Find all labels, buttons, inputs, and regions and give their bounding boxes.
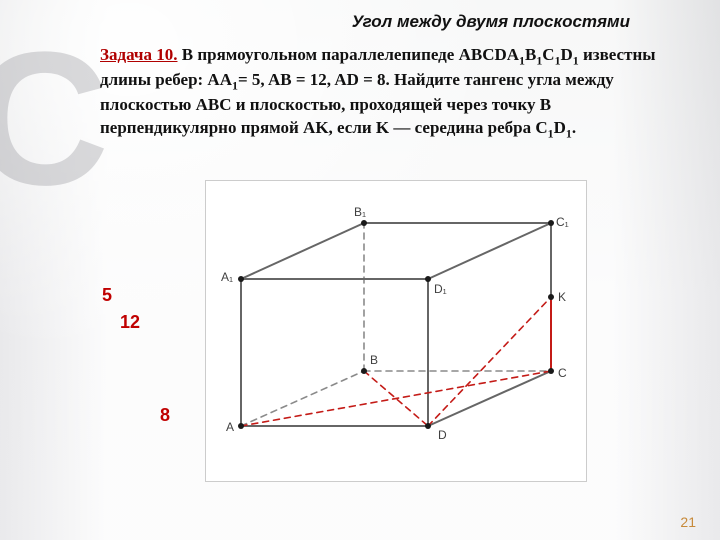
svg-text:K: K — [558, 290, 566, 304]
task-label: Задача 10. — [100, 45, 177, 64]
dim-width: 12 — [120, 312, 140, 333]
dim-height: 5 — [102, 285, 112, 306]
page-number: 21 — [680, 514, 696, 530]
svg-text:C₁: C₁ — [556, 215, 569, 229]
svg-text:D: D — [438, 428, 447, 442]
svg-text:A: A — [226, 420, 234, 434]
svg-text:A₁: A₁ — [221, 270, 233, 284]
svg-text:C: C — [558, 366, 567, 380]
task-body: В прямоугольном параллелепипеде ABCDA1B1… — [100, 45, 656, 137]
svg-text:B: B — [370, 353, 378, 367]
svg-text:B₁: B₁ — [354, 205, 366, 219]
task-text: Задача 10. В прямоугольном параллелепипе… — [100, 44, 680, 142]
figure-parallelepiped: A D C B A₁ D₁ C₁ B₁ K — [205, 180, 587, 482]
dim-depth: 8 — [160, 405, 170, 426]
svg-text:D₁: D₁ — [434, 282, 447, 296]
page-title: Угол между двумя плоскостями — [352, 12, 630, 32]
figure-svg: A D C B A₁ D₁ C₁ B₁ K — [206, 181, 586, 481]
